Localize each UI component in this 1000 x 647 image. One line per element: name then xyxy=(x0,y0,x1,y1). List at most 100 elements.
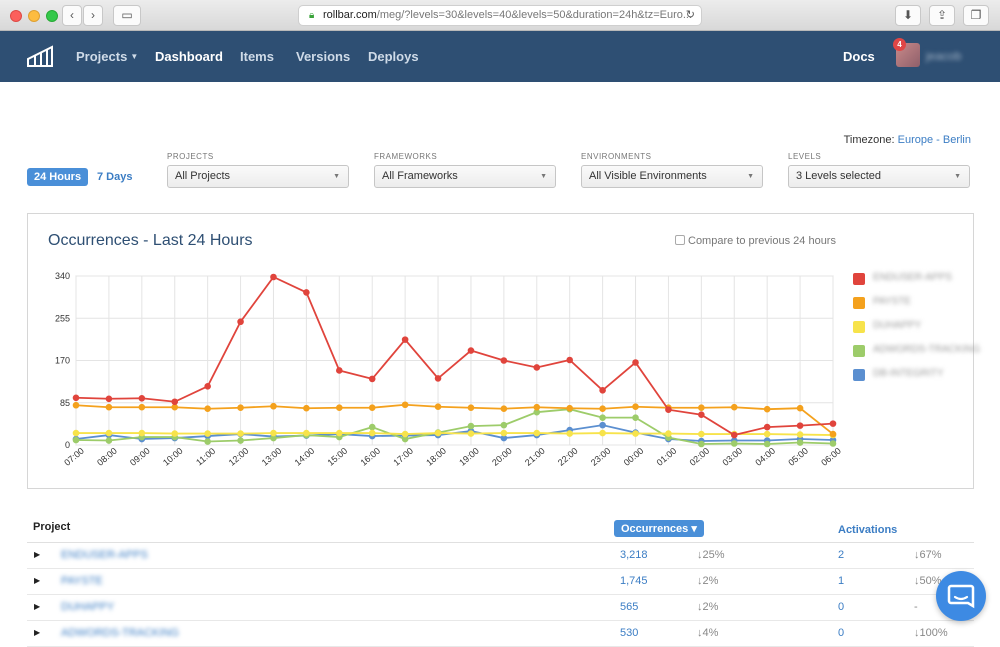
y-tick-label: 255 xyxy=(55,313,70,323)
data-point xyxy=(72,429,80,437)
legend-item[interactable]: ADWORDS-TRACKING xyxy=(853,344,980,368)
legend-item[interactable]: ENDUSER-APPS xyxy=(853,272,963,296)
x-tick-label: 00:00 xyxy=(622,446,646,468)
x-tick-label: 16:00 xyxy=(358,446,382,468)
chevron-down-icon: ▼ xyxy=(540,173,547,180)
legend-item[interactable]: PAYSTE xyxy=(853,296,963,320)
data-point xyxy=(796,422,804,429)
activations-delta: ↓50% xyxy=(914,575,942,587)
table-row[interactable]: ▶ ENDUSER-APPS 3,218 ↓25% 2 ↓67% xyxy=(27,543,974,569)
data-point xyxy=(829,440,837,447)
data-point xyxy=(270,429,277,437)
x-tick-label: 18:00 xyxy=(424,446,448,468)
occurrences-column-header[interactable]: Occurrences ▾ xyxy=(614,520,704,537)
expand-icon[interactable]: ▶ xyxy=(34,576,41,585)
data-point xyxy=(533,364,541,371)
data-point xyxy=(105,429,113,437)
download-icon[interactable]: ⬇ xyxy=(895,5,921,26)
tabs-icon[interactable]: ❐ xyxy=(963,5,989,26)
nav-versions[interactable]: Versions xyxy=(296,49,351,64)
table-row[interactable]: ▶ PAYSTE 1,745 ↓2% 1 ↓50% xyxy=(27,569,974,595)
project-link[interactable]: DUHAPPY xyxy=(61,601,115,613)
data-point xyxy=(368,429,376,437)
data-point xyxy=(336,404,343,412)
chevron-down-icon: ▼ xyxy=(954,173,961,180)
nav-docs[interactable]: Docs xyxy=(843,49,875,64)
compare-toggle[interactable]: Compare to previous 24 hours xyxy=(675,235,836,247)
legend-item[interactable]: DUHAPPY xyxy=(853,320,963,344)
table-row[interactable]: ▶ ADWORDS-TRACKING 530 ↓4% 0 ↓100% xyxy=(27,621,974,647)
environments-select[interactable]: All Visible Environments ▼ xyxy=(581,165,763,188)
data-point xyxy=(171,398,179,406)
activations-value[interactable]: 0 xyxy=(838,627,845,639)
reload-icon[interactable]: ↻ xyxy=(685,9,695,21)
data-point xyxy=(303,289,310,296)
project-link[interactable]: ADWORDS-TRACKING xyxy=(61,627,179,639)
chat-widget-button[interactable] xyxy=(936,571,986,621)
occurrences-delta: ↓2% xyxy=(697,601,719,613)
share-icon[interactable]: ⇪ xyxy=(929,5,955,26)
data-point xyxy=(665,406,672,414)
projects-select[interactable]: All Projects ▼ xyxy=(167,165,349,188)
data-point xyxy=(599,421,606,429)
series-line xyxy=(75,275,834,437)
range-7d-button[interactable]: 7 Days xyxy=(97,171,133,183)
legend-item[interactable]: DB-INTEGRITY xyxy=(853,368,963,392)
expand-icon[interactable]: ▶ xyxy=(34,602,41,611)
nav-projects[interactable]: Projects ▼ xyxy=(76,49,138,64)
forward-icon[interactable]: › xyxy=(83,5,103,26)
x-tick-label: 17:00 xyxy=(391,446,415,468)
x-tick-label: 13:00 xyxy=(260,446,284,468)
legend-label: PAYSTE xyxy=(873,296,911,307)
table-row[interactable]: ▶ DUHAPPY 565 ↓2% 0 - xyxy=(27,595,974,621)
data-point xyxy=(730,403,738,411)
x-tick-label: 23:00 xyxy=(589,446,613,468)
nav-deploys[interactable]: Deploys xyxy=(368,49,419,64)
activations-value[interactable]: 0 xyxy=(838,601,845,613)
nav-dashboard[interactable]: Dashboard xyxy=(155,49,223,64)
occurrences-value[interactable]: 530 xyxy=(620,627,639,639)
zoom-window-button[interactable] xyxy=(46,10,58,22)
legend-label: ADWORDS-TRACKING xyxy=(873,344,981,355)
project-link[interactable]: PAYSTE xyxy=(61,575,103,587)
checkbox-icon[interactable] xyxy=(675,235,685,245)
sidebar-icon[interactable]: ▭ xyxy=(113,5,141,26)
data-point xyxy=(599,414,606,421)
expand-icon[interactable]: ▶ xyxy=(34,550,41,559)
data-point xyxy=(632,430,639,437)
occurrences-value[interactable]: 1,745 xyxy=(620,575,648,587)
data-point xyxy=(500,429,508,437)
levels-select[interactable]: 3 Levels selected ▼ xyxy=(788,165,970,188)
activations-column-header[interactable]: Activations xyxy=(838,524,898,536)
x-tick-label: 15:00 xyxy=(326,446,350,468)
occurrences-value[interactable]: 565 xyxy=(620,601,639,613)
occurrences-delta: ↓2% xyxy=(697,575,719,587)
rollbar-logo-icon[interactable] xyxy=(27,45,53,67)
legend-swatch xyxy=(853,369,865,381)
data-point xyxy=(138,429,146,437)
minimize-window-button[interactable] xyxy=(28,10,40,22)
compare-label: Compare to previous 24 hours xyxy=(688,235,836,247)
project-link[interactable]: ENDUSER-APPS xyxy=(61,549,148,561)
data-point xyxy=(401,430,409,438)
nav-items[interactable]: Items xyxy=(240,49,274,64)
timezone-link[interactable]: Europe - Berlin xyxy=(897,134,971,146)
data-point xyxy=(599,387,606,394)
chat-icon xyxy=(947,584,975,609)
y-tick-label: 340 xyxy=(55,271,70,281)
address-bar[interactable]: 🔒︎ rollbar.com/meg/?levels=30&levels=40&… xyxy=(298,5,702,26)
occurrences-value[interactable]: 3,218 xyxy=(620,549,648,561)
activations-value[interactable]: 2 xyxy=(838,549,845,561)
data-point xyxy=(829,420,837,427)
back-icon[interactable]: ‹ xyxy=(62,5,82,26)
username[interactable]: jeacob xyxy=(926,49,962,63)
legend-swatch xyxy=(853,321,865,333)
data-point xyxy=(566,356,573,364)
notification-badge[interactable]: 4 xyxy=(893,38,906,51)
activations-value[interactable]: 1 xyxy=(838,575,845,587)
frameworks-select[interactable]: All Frameworks ▼ xyxy=(374,165,556,188)
expand-icon[interactable]: ▶ xyxy=(34,628,41,637)
close-window-button[interactable] xyxy=(10,10,22,22)
range-24h-button[interactable]: 24 Hours xyxy=(27,168,89,186)
data-point xyxy=(434,403,442,411)
